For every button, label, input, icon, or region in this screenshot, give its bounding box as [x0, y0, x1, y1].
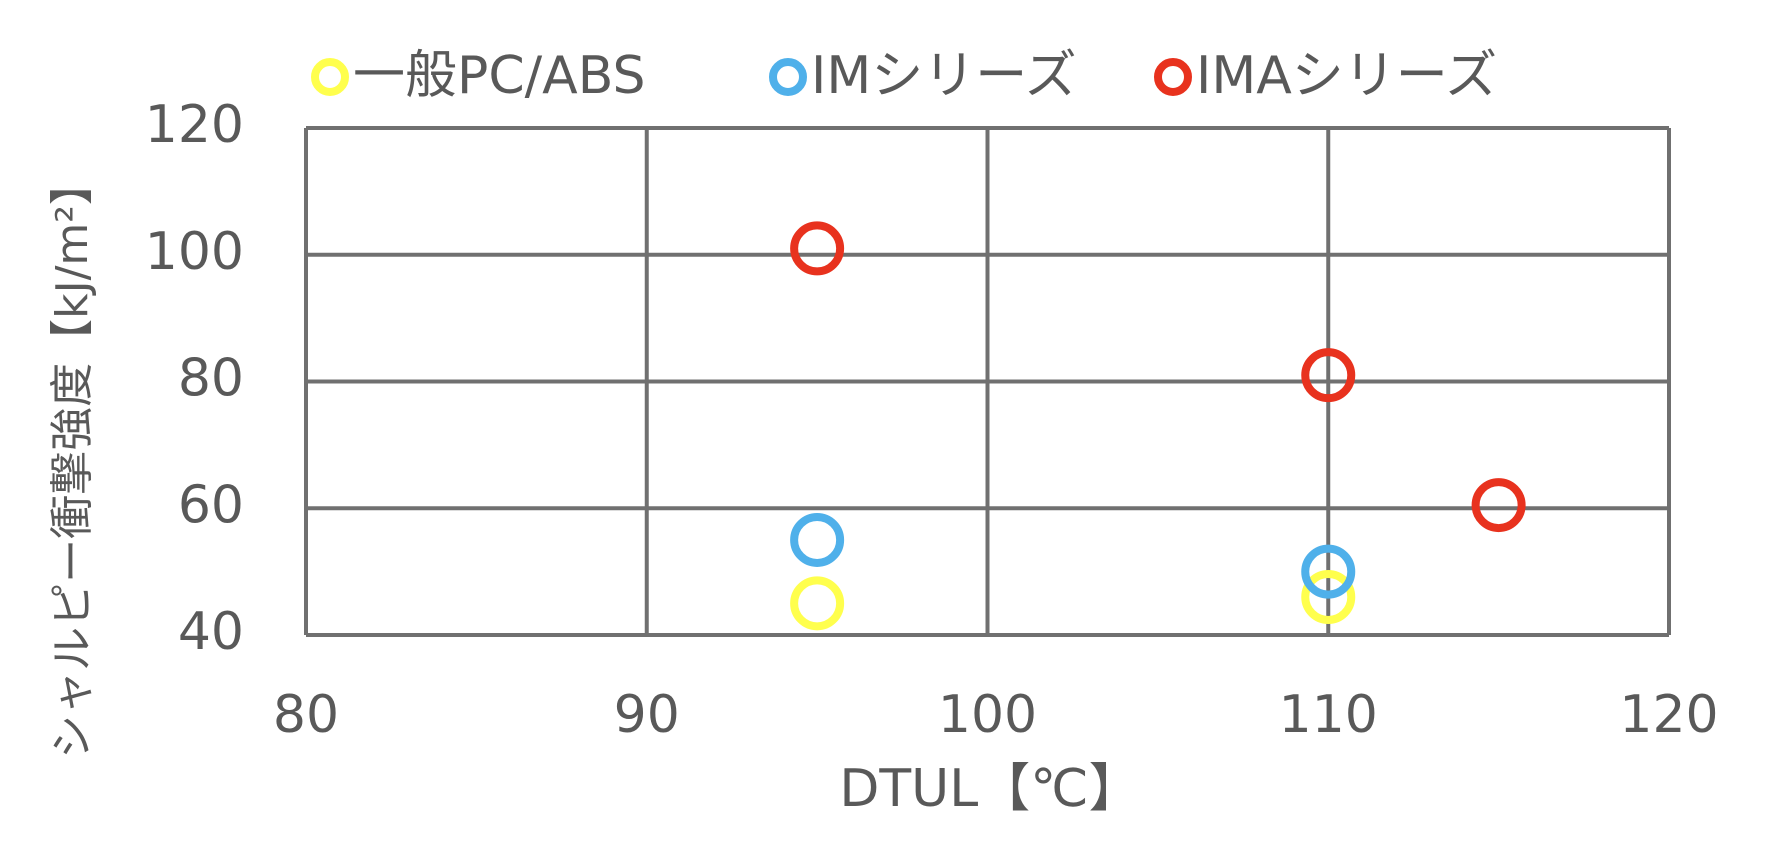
marker [1471, 478, 1526, 533]
x-axis-label: DTUL【℃】 [839, 759, 1140, 819]
legend-label: 一般PC/ABS [353, 46, 646, 106]
y-tick-label: 40 [178, 602, 244, 662]
x-tick-label: 120 [1619, 685, 1718, 745]
x-tick-label: 100 [938, 685, 1037, 745]
y-axis-label: シャルピー衝撃強度【kJ/m²】 [47, 161, 98, 759]
marker [790, 512, 845, 567]
legend-marker [311, 58, 349, 96]
marker [790, 221, 845, 276]
y-tick-label: 80 [178, 349, 244, 409]
legend-label: IMAシリーズ [1196, 46, 1497, 106]
legend-marker [1154, 58, 1192, 96]
y-tick-label: 100 [145, 222, 244, 282]
marker [1301, 569, 1356, 624]
y-tick-label: 60 [178, 475, 244, 535]
legend-label: IMシリーズ [811, 46, 1077, 106]
marker [1301, 544, 1356, 599]
x-tick-label: 110 [1279, 685, 1378, 745]
x-tick-label: 80 [273, 685, 339, 745]
x-tick-label: 90 [614, 685, 680, 745]
marker [790, 576, 845, 631]
y-tick-label: 120 [145, 95, 244, 155]
legend-marker [769, 58, 807, 96]
marker [1301, 348, 1356, 403]
